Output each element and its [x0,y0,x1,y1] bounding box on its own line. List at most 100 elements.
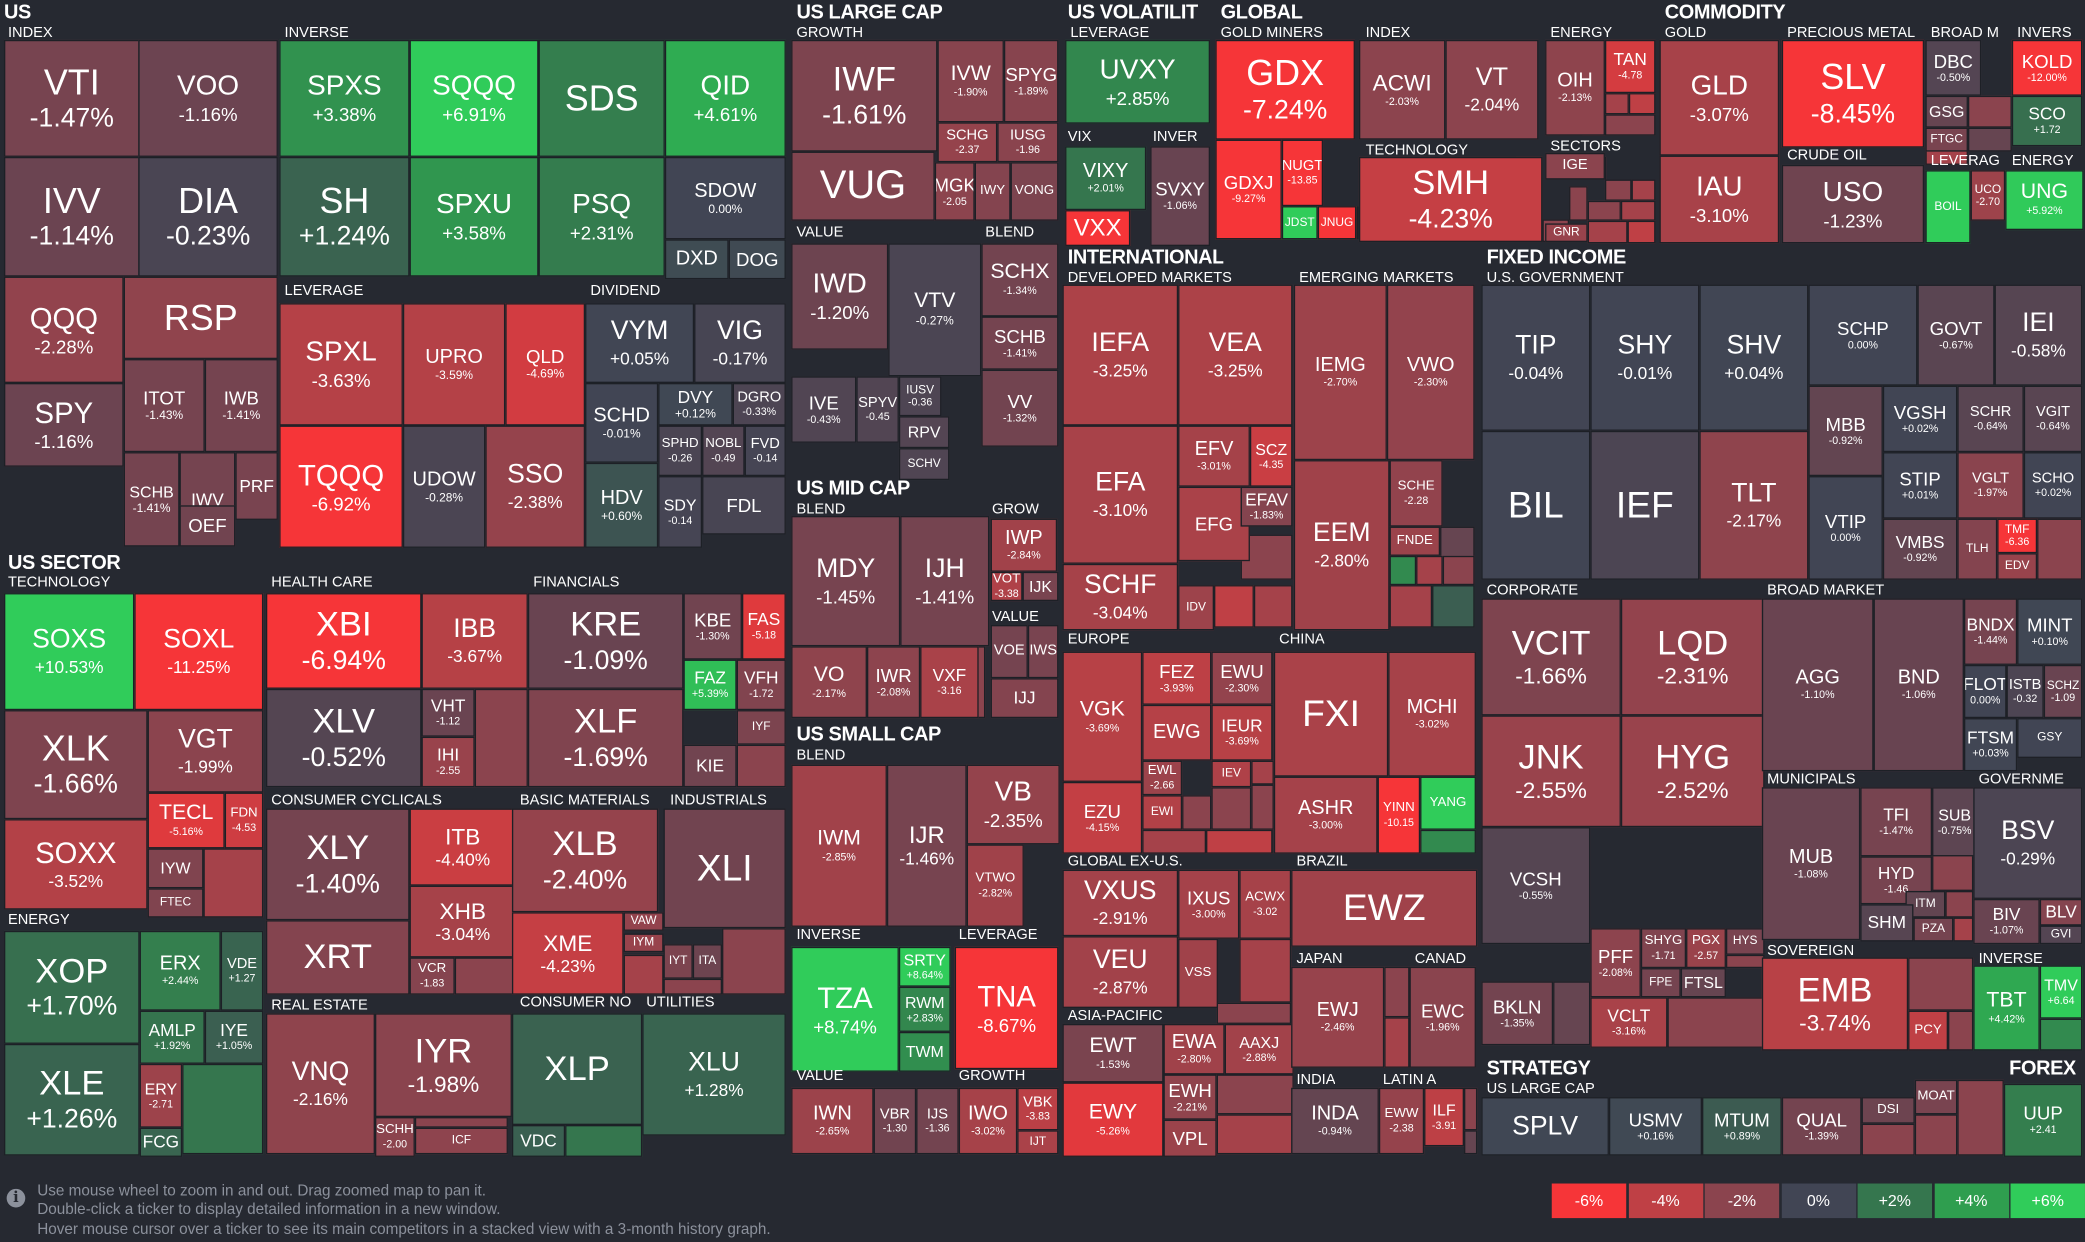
ticker-tile-spyg[interactable]: SPYG -1.89% [1003,39,1059,123]
ticker-tile-prf[interactable]: PRF [235,452,278,520]
ticker-tile-xlf[interactable]: XLF -1.69% [527,688,684,788]
ticker-tile-uco[interactable]: UCO -2.70 [1970,170,2006,221]
ticker-tile-dxd[interactable]: DXD [664,239,729,280]
ticker-tile-ashr[interactable]: ASHR -3.00% [1273,776,1378,854]
ticker-tile-srty[interactable]: SRTY +8.64% [898,946,951,987]
ticker-tile-vt[interactable]: VT -2.04% [1445,39,1539,140]
ticker-tile-flot[interactable]: FLOT 0.00% [1963,664,2007,719]
ticker-tile-schr[interactable]: SCHR -0.64% [1957,385,2024,453]
ticker-tile-jnk[interactable]: JNK -2.55% [1481,715,1621,828]
ticker-tile-vcr[interactable]: VCR -1.83 [409,957,455,995]
ticker-tile-nugt[interactable]: NUGT -13.85 [1281,139,1324,207]
ticker-tile-ixus[interactable]: IXUS -3.00% [1178,869,1240,939]
ticker-tile-tecl[interactable]: TECL -5.16% [147,792,225,849]
ticker-tile-xli[interactable]: XLI [663,808,786,929]
ticker-tile-tlh[interactable]: TLH [1957,518,1998,580]
ticker-tile-schh[interactable]: SCHH -2.00 [374,1117,415,1157]
ticker-tile-ewi[interactable]: EWI [1142,795,1183,830]
ticker-tile-qid[interactable]: QID +4.61% [664,39,786,157]
ticker-tile-tlt[interactable]: TLT -2.17% [1699,430,1809,580]
ticker-tile-dsi[interactable]: DSI [1861,1097,1915,1124]
ticker-tile-qual[interactable]: QUAL -1.39% [1781,1097,1862,1156]
ticker-tile-xly[interactable]: XLY -1.40% [265,808,410,921]
ticker-tile-slv[interactable]: SLV -8.45% [1781,39,1925,148]
ticker-tile-agg[interactable]: AGG -1.10% [1761,598,1874,772]
ticker-tile-ibb[interactable]: IBB -3.67% [421,593,528,689]
ticker-tile-uvxy[interactable]: UVXY +2.85% [1065,39,1211,124]
ticker-tile-mub[interactable]: MUB -1.08% [1761,787,1861,941]
ticker-tile-ezu[interactable]: EZU -4.15% [1062,781,1143,854]
ticker-tile-efav[interactable]: EFAV -1.83% [1240,486,1293,527]
ticker-tile-itb[interactable]: ITB -4.40% [409,808,516,886]
ticker-tile-bnd[interactable]: BND -1.06% [1873,598,1964,772]
ticker-tile-ita[interactable]: ITA [692,944,723,979]
ticker-tile-ijt[interactable]: IJT [1017,1130,1059,1155]
ticker-tile-nobl[interactable]: NOBL -0.49 [702,425,745,477]
ticker-tile-usmv[interactable]: USMV +0.16% [1608,1097,1703,1156]
ticker-tile-vxf[interactable]: VXF -3.16 [920,646,979,719]
ticker-tile-smh[interactable]: SMH -4.23% [1358,156,1543,243]
ticker-tile-mtum[interactable]: MTUM +0.89% [1702,1097,1782,1156]
ticker-tile-xrt[interactable]: XRT [265,920,410,995]
ticker-tile-soxs[interactable]: SOXS +10.53% [3,593,135,711]
ticker-tile-tza[interactable]: TZA +8.74% [791,946,899,1072]
ticker-tile-mdy[interactable]: MDY -1.45% [791,515,901,647]
ticker-tile-vxx[interactable]: VXX [1065,210,1131,247]
ticker-tile-sphd[interactable]: SPHD -0.26 [658,425,703,477]
ticker-tile-mbb[interactable]: MBB -0.92% [1808,385,1883,477]
ticker-tile-iyr[interactable]: IYR -1.98% [374,1013,512,1118]
ticker-tile-iwf[interactable]: IWF -1.61% [791,39,938,152]
ticker-tile-vss[interactable]: VSS [1178,938,1219,1008]
ticker-tile-hyg[interactable]: HYG -2.52% [1620,715,1765,828]
ticker-tile-ftsl[interactable]: FTSL [1680,968,1726,998]
ticker-tile-sso[interactable]: SSO -2.38% [485,425,586,548]
ticker-tile-vbk[interactable]: VBK -3.83 [1017,1087,1059,1131]
ticker-tile-schf[interactable]: SCHF -3.04% [1062,563,1179,631]
ticker-tile-tqqq[interactable]: TQQQ -6.92% [279,425,403,548]
ticker-tile-ewj[interactable]: EWJ -2.46% [1291,966,1385,1068]
ticker-tile-ijj[interactable]: IJJ [990,678,1059,719]
ticker-tile-vglt[interactable]: VGLT -1.97% [1957,452,2024,519]
ticker-tile-mchi[interactable]: MCHI -3.02% [1388,651,1476,777]
ticker-tile-ewa[interactable]: EWA -2.80% [1163,1023,1225,1075]
ticker-tile-ewh[interactable]: EWH -2.21% [1163,1074,1217,1120]
ticker-tile-stip[interactable]: STIP +0.01% [1882,452,1958,519]
ticker-tile-psq[interactable]: PSQ +2.31% [538,156,665,277]
ticker-tile-sdow[interactable]: SDOW 0.00% [664,156,786,240]
ticker-tile-ewl[interactable]: EWL -2.66 [1142,760,1183,796]
ticker-tile-efg[interactable]: EFG [1178,486,1250,562]
ticker-tile-pcy[interactable]: PCY [1908,1010,1949,1051]
ticker-tile-vot[interactable]: VOT -3.38 [990,571,1023,602]
ticker-tile-vaw[interactable]: VAW [623,912,664,931]
ticker-tile-ftec[interactable]: FTEC [147,888,204,918]
ticker-tile-udow[interactable]: UDOW -0.28% [402,425,486,548]
ticker-tile-vong[interactable]: VONG [1010,162,1059,221]
ticker-tile-tmv[interactable]: TMV +6.64 [2039,965,2083,1019]
ticker-tile-kre[interactable]: KRE -1.09% [527,593,684,689]
ticker-tile-upro[interactable]: UPRO -3.59% [402,303,506,426]
ticker-tile-sche[interactable]: SCHE -2.28 [1389,460,1443,527]
ticker-tile-ftgc[interactable]: FTGC [1925,127,1968,152]
ticker-tile-vfh[interactable]: VFH -1.72 [736,659,786,711]
ticker-tile-aaxj[interactable]: AAXJ -2.88% [1224,1023,1294,1075]
ticker-tile-iwp[interactable]: IWP -2.84% [990,518,1058,572]
ticker-tile-tbt[interactable]: TBT +4.42% [1973,965,2040,1051]
ticker-tile-ihi[interactable]: IHI -2.55 [421,736,475,788]
ticker-tile-schg[interactable]: SCHG -2.37 [937,122,998,163]
ticker-tile-emb[interactable]: EMB -3.74% [1761,957,1909,1051]
ticker-tile-spxs[interactable]: SPXS +3.38% [279,39,410,157]
ticker-tile-kold[interactable]: KOLD -12.00% [2011,39,2083,96]
ticker-tile-vcsh[interactable]: VCSH -0.55% [1481,827,1591,945]
ticker-tile-iau[interactable]: IAU -3.10% [1659,155,1780,244]
ticker-tile-iwy[interactable]: IWY [974,162,1011,221]
ticker-tile-gld[interactable]: GLD -3.07% [1659,39,1780,156]
ticker-tile-sh[interactable]: SH +1.24% [279,156,410,277]
ticker-tile-vpl[interactable]: VPL [1163,1119,1217,1157]
ticker-tile-vtip[interactable]: VTIP 0.00% [1808,476,1883,580]
ticker-tile-sdy[interactable]: SDY -0.14 [658,476,703,548]
ticker-tile-ewc[interactable]: EWC -1.96% [1409,966,1476,1068]
ticker-tile-vnq[interactable]: VNQ -2.16% [265,1013,375,1155]
ticker-tile-jnug[interactable]: JNUG [1317,206,1357,240]
ticker-tile-schb[interactable]: SCHB -1.41% [123,452,180,547]
ticker-tile-ewy[interactable]: EWY -5.26% [1062,1082,1164,1157]
